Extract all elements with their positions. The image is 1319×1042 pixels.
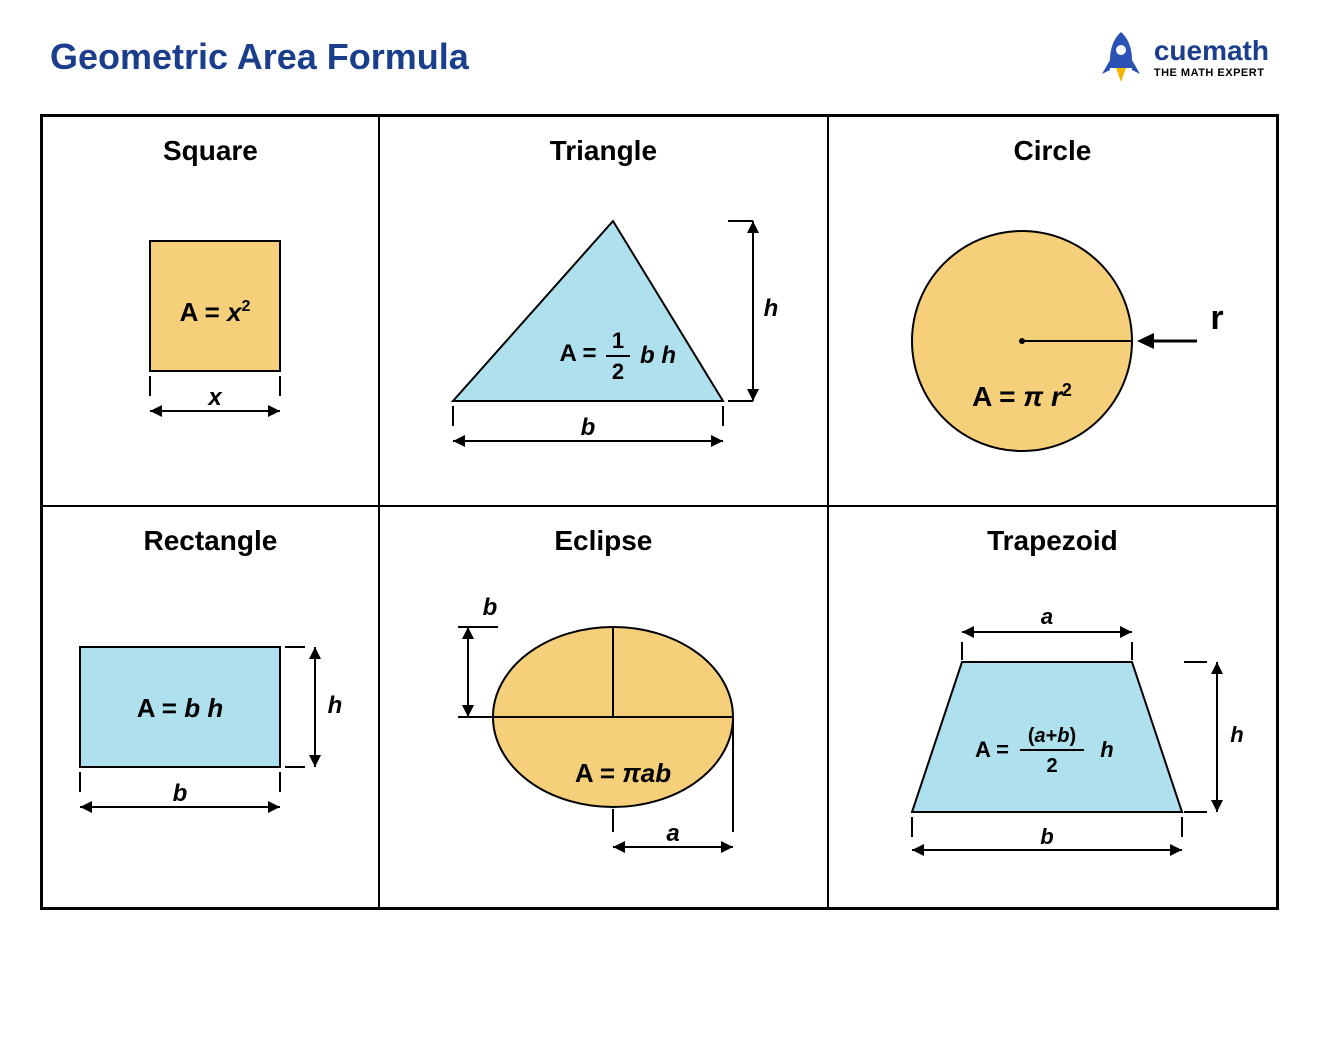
cell-triangle: Triangle A = 1 2 b h h <box>379 116 828 506</box>
brand-logo: cuemath THE MATH EXPERT <box>1096 30 1269 84</box>
svg-text:b: b <box>173 780 188 807</box>
cell-circle: Circle r A = π r2 <box>828 116 1277 506</box>
svg-text:a: a <box>667 820 680 847</box>
svg-text:h: h <box>1231 722 1244 747</box>
formula-grid: Square A = x2 x Triangle A = 1 <box>40 114 1279 910</box>
svg-text:a: a <box>1041 604 1053 629</box>
rocket-icon <box>1096 30 1146 84</box>
svg-text:(a+b): (a+b) <box>1028 725 1076 747</box>
svg-text:A = x2: A = x2 <box>180 297 251 327</box>
svg-text:A =: A = <box>560 340 597 367</box>
svg-text:1: 1 <box>612 328 624 353</box>
svg-text:r: r <box>1211 299 1224 337</box>
shape-title: Eclipse <box>554 525 652 557</box>
ellipse-diagram: A = πab b a <box>392 587 815 887</box>
svg-text:h: h <box>1101 737 1114 762</box>
rectangle-diagram: A = b h h b <box>55 587 366 887</box>
svg-text:2: 2 <box>612 359 624 384</box>
svg-text:A =: A = <box>975 737 1009 762</box>
brand-tagline: THE MATH EXPERT <box>1154 67 1269 79</box>
svg-text:A = π r2: A = π r2 <box>973 380 1073 412</box>
shape-title: Rectangle <box>143 525 277 557</box>
trapezoid-diagram: A = (a+b) 2 h a b <box>841 587 1264 887</box>
cell-trapezoid: Trapezoid A = (a+b) 2 h a <box>828 506 1277 908</box>
cell-square: Square A = x2 x <box>42 116 379 506</box>
square-diagram: A = x2 x <box>55 197 366 485</box>
svg-text:h: h <box>764 295 779 322</box>
shape-title: Circle <box>1014 135 1092 167</box>
brand-name: cuemath <box>1154 35 1269 67</box>
circle-diagram: r A = π r2 <box>841 197 1264 485</box>
svg-text:b: b <box>581 414 596 441</box>
cell-rectangle: Rectangle A = b h h b <box>42 506 379 908</box>
svg-text:h: h <box>328 692 343 719</box>
svg-text:A = b h: A = b h <box>137 693 223 723</box>
svg-text:b h: b h <box>640 342 676 369</box>
svg-text:b: b <box>1041 824 1054 849</box>
svg-text:b: b <box>483 594 498 621</box>
shape-title: Square <box>163 135 258 167</box>
shape-title: Trapezoid <box>987 525 1118 557</box>
header: Geometric Area Formula cuemath THE MATH … <box>40 30 1279 84</box>
svg-text:A = πab: A = πab <box>575 758 671 788</box>
shape-title: Triangle <box>550 135 657 167</box>
page-title: Geometric Area Formula <box>50 36 469 78</box>
triangle-diagram: A = 1 2 b h h b <box>392 197 815 485</box>
cell-eclipse: Eclipse A = πab b a <box>379 506 828 908</box>
dim-label: x <box>207 384 224 411</box>
svg-text:2: 2 <box>1047 755 1058 777</box>
